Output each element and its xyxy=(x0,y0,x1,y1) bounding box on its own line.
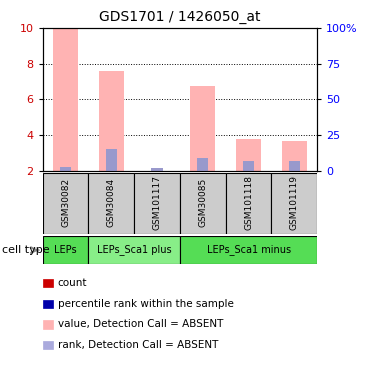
Bar xyxy=(282,141,307,171)
Text: LEPs_Sca1 minus: LEPs_Sca1 minus xyxy=(207,244,290,255)
Text: count: count xyxy=(58,278,87,288)
Text: GSM101119: GSM101119 xyxy=(290,175,299,230)
Text: percentile rank within the sample: percentile rank within the sample xyxy=(58,299,233,309)
Bar xyxy=(43,236,88,264)
Bar xyxy=(134,172,180,234)
Bar xyxy=(180,172,226,234)
Text: rank, Detection Call = ABSENT: rank, Detection Call = ABSENT xyxy=(58,340,218,350)
Text: LEPs_Sca1 plus: LEPs_Sca1 plus xyxy=(97,244,171,255)
Bar xyxy=(43,172,88,234)
Bar xyxy=(236,138,261,171)
Text: GSM30084: GSM30084 xyxy=(107,178,116,227)
Bar xyxy=(197,158,209,171)
Bar xyxy=(88,236,180,264)
Bar xyxy=(99,71,124,171)
Text: value, Detection Call = ABSENT: value, Detection Call = ABSENT xyxy=(58,320,223,329)
Text: GSM30085: GSM30085 xyxy=(198,178,207,227)
Bar xyxy=(190,86,216,171)
Text: cell type: cell type xyxy=(2,245,49,255)
Bar xyxy=(151,168,163,171)
Text: GSM30082: GSM30082 xyxy=(61,178,70,227)
Bar xyxy=(180,236,317,264)
Bar xyxy=(106,149,117,171)
Bar xyxy=(289,161,300,171)
Title: GDS1701 / 1426050_at: GDS1701 / 1426050_at xyxy=(99,10,261,24)
Text: LEPs: LEPs xyxy=(54,245,77,255)
Text: GSM101117: GSM101117 xyxy=(152,175,161,230)
Bar xyxy=(60,167,71,171)
Text: GSM101118: GSM101118 xyxy=(244,175,253,230)
Bar xyxy=(243,161,254,171)
Bar xyxy=(88,172,134,234)
Bar xyxy=(53,28,78,171)
Bar xyxy=(226,172,272,234)
Bar xyxy=(272,172,317,234)
